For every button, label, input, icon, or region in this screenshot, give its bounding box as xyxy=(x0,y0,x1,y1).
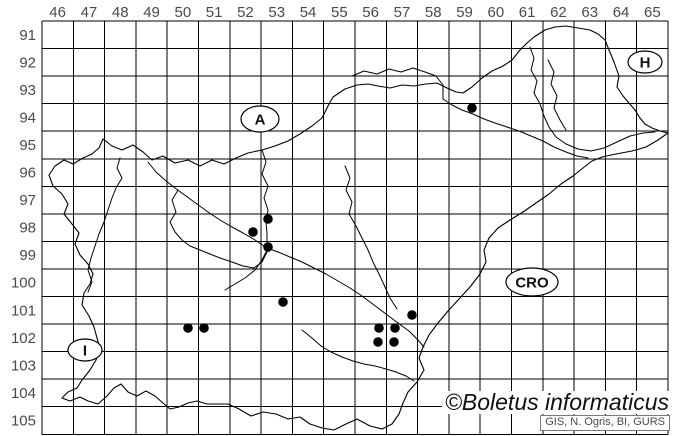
occurrence-dot xyxy=(467,103,477,113)
grid-col-label: 61 xyxy=(519,4,536,21)
grid-col-label: 52 xyxy=(237,4,254,21)
country-border-north xyxy=(102,25,669,167)
grid-row-label: 97 xyxy=(19,192,36,209)
occurrence-dot xyxy=(278,297,288,307)
occurrence-dots xyxy=(183,103,477,347)
grid-row-label: 92 xyxy=(19,54,36,71)
occurrence-dot xyxy=(407,310,417,320)
grid-row-label: 91 xyxy=(19,27,36,44)
grid-row-label: 94 xyxy=(19,109,36,126)
grid-col-label: 60 xyxy=(488,4,505,21)
mtb-grid xyxy=(41,20,669,435)
country-labels: A H CRO I xyxy=(67,50,663,362)
grid-row-label: 95 xyxy=(19,137,36,154)
grid-col-label: 55 xyxy=(331,4,348,21)
grid-col-label: 59 xyxy=(456,4,473,21)
country-label-ellipse xyxy=(627,50,663,74)
country-label-italy: I xyxy=(67,338,103,362)
grid-col-label: 65 xyxy=(644,4,661,21)
river-line xyxy=(147,161,425,348)
coastline xyxy=(61,383,218,410)
river-line xyxy=(442,98,589,159)
country-label-text: I xyxy=(83,343,87,360)
grid-row-label: 105 xyxy=(11,412,36,429)
occurrence-dot xyxy=(248,227,258,237)
river-line xyxy=(87,157,123,293)
grid-row-label: 104 xyxy=(11,385,36,402)
occurrence-dot xyxy=(183,323,193,333)
country-label-hungary: H xyxy=(627,50,663,74)
grid-row-label: 99 xyxy=(19,247,36,264)
grid-col-label: 47 xyxy=(81,4,98,21)
occurrence-dot xyxy=(390,323,400,333)
grid-col-label: 48 xyxy=(112,4,129,21)
occurrence-dot xyxy=(373,337,383,347)
watermark-text: ©Boletus informaticus xyxy=(441,391,672,414)
country-label-ellipse xyxy=(67,338,103,362)
grid-col-label: 46 xyxy=(49,4,66,21)
grid-col-label: 50 xyxy=(175,4,192,21)
river-line xyxy=(301,329,415,382)
attribution-box: GIS, N. Ogris, BI, GURS xyxy=(540,414,670,431)
country-label-ellipse xyxy=(240,105,280,133)
grid-col-label: 49 xyxy=(143,4,160,21)
grid-row-label: 98 xyxy=(19,220,36,237)
river-line xyxy=(344,165,398,310)
occurrence-dot xyxy=(374,323,384,333)
river-line xyxy=(169,189,268,269)
grid-col-label: 56 xyxy=(362,4,379,21)
occurrence-dot xyxy=(199,323,209,333)
grid-row-label: 96 xyxy=(19,165,36,182)
river-line xyxy=(224,249,268,291)
grid-row-label: 93 xyxy=(19,82,36,99)
grid-row-label: 102 xyxy=(11,330,36,347)
country-label-text: H xyxy=(640,55,651,72)
country-label-croatia: CRO xyxy=(505,267,559,297)
occurrence-dot xyxy=(263,214,273,224)
occurrence-dot xyxy=(263,242,273,252)
country-label-text: A xyxy=(255,112,266,129)
grid-col-label: 57 xyxy=(394,4,411,21)
grid-row-label: 100 xyxy=(11,275,36,292)
grid-col-label: 64 xyxy=(613,4,630,21)
grid-col-label: 58 xyxy=(425,4,442,21)
river-line xyxy=(261,149,269,249)
grid-row-label: 103 xyxy=(11,357,36,374)
grid-col-label: 62 xyxy=(550,4,567,21)
country-label-ellipse xyxy=(505,267,559,297)
grid-row-label: 101 xyxy=(11,302,36,319)
grid-col-label: 51 xyxy=(206,4,223,21)
country-label-text: CRO xyxy=(515,275,549,292)
grid-col-label: 54 xyxy=(300,4,317,21)
country-label-austria: A xyxy=(240,105,280,133)
river-line xyxy=(547,59,567,131)
occurrence-dot xyxy=(389,337,399,347)
country-border-east xyxy=(216,132,669,431)
river-line xyxy=(351,67,444,100)
country-border-west xyxy=(48,138,104,389)
grid-col-label: 63 xyxy=(581,4,598,21)
map-linework xyxy=(48,25,669,431)
grid-labels: 46 47 48 49 50 51 52 53 54 55 56 57 58 59 60 61 62 63 64 65… xyxy=(11,4,661,429)
river-line xyxy=(529,46,656,152)
grid-col-label: 53 xyxy=(268,4,285,21)
